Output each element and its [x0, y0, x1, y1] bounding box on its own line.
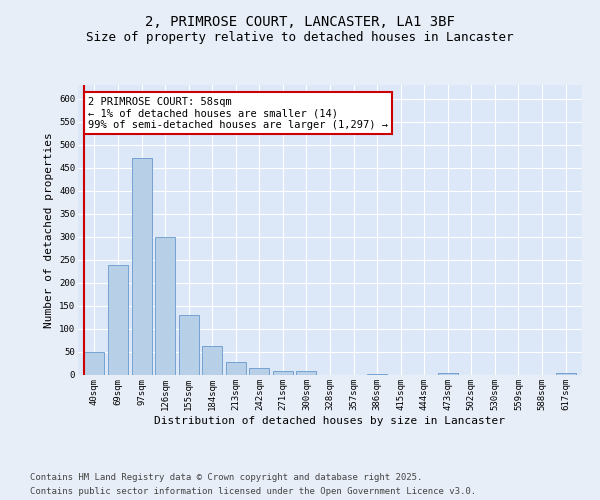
- Bar: [108, 264, 128, 375]
- Text: Contains public sector information licensed under the Open Government Licence v3: Contains public sector information licen…: [30, 486, 476, 496]
- Y-axis label: Number of detached properties: Number of detached properties: [44, 132, 53, 328]
- X-axis label: Distribution of detached houses by size in Lancaster: Distribution of detached houses by size …: [155, 416, 505, 426]
- Bar: [296, 372, 316, 375]
- Bar: [367, 374, 387, 375]
- Bar: [438, 373, 458, 375]
- Bar: [556, 373, 575, 375]
- Bar: [131, 158, 152, 375]
- Bar: [226, 362, 246, 375]
- Text: Size of property relative to detached houses in Lancaster: Size of property relative to detached ho…: [86, 31, 514, 44]
- Bar: [273, 372, 293, 375]
- Bar: [179, 315, 199, 375]
- Text: 2, PRIMROSE COURT, LANCASTER, LA1 3BF: 2, PRIMROSE COURT, LANCASTER, LA1 3BF: [145, 16, 455, 30]
- Text: Contains HM Land Registry data © Crown copyright and database right 2025.: Contains HM Land Registry data © Crown c…: [30, 473, 422, 482]
- Bar: [250, 368, 269, 375]
- Bar: [85, 352, 104, 375]
- Bar: [155, 237, 175, 375]
- Bar: [202, 346, 222, 375]
- Text: 2 PRIMROSE COURT: 58sqm
← 1% of detached houses are smaller (14)
99% of semi-det: 2 PRIMROSE COURT: 58sqm ← 1% of detached…: [88, 96, 388, 130]
